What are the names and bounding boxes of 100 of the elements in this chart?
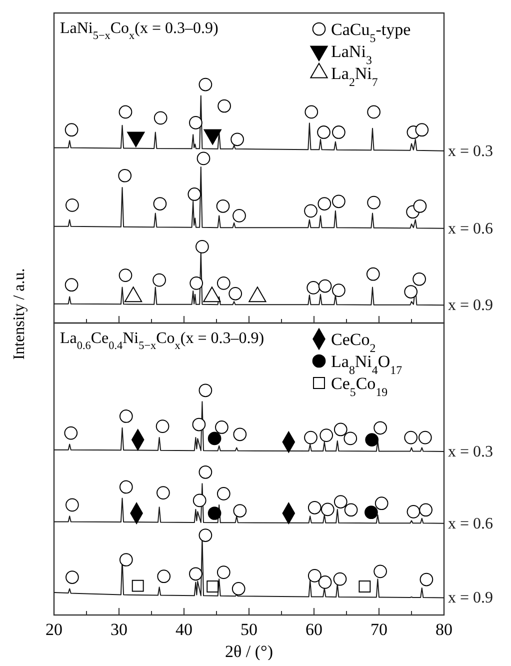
point xyxy=(64,278,78,292)
point xyxy=(404,285,418,298)
point xyxy=(119,410,133,423)
point xyxy=(333,572,347,586)
point xyxy=(233,504,247,518)
point xyxy=(196,152,210,166)
point xyxy=(206,580,219,592)
point xyxy=(153,197,167,210)
point xyxy=(157,570,171,584)
point xyxy=(364,506,378,520)
point xyxy=(216,199,230,213)
series-label: x = 0.3 xyxy=(448,142,494,160)
point xyxy=(233,428,247,442)
point xyxy=(152,273,166,287)
point xyxy=(132,580,144,592)
point xyxy=(332,194,346,208)
point xyxy=(216,276,230,290)
point xyxy=(198,465,212,479)
point xyxy=(118,268,132,282)
point xyxy=(198,384,212,398)
point xyxy=(344,503,358,517)
point xyxy=(344,432,358,446)
legend-label: LaNi$_{3}$ xyxy=(331,42,372,67)
point xyxy=(320,502,334,516)
x-tick-label: 40 xyxy=(176,620,192,639)
legend-label: La$_{8}$Ni$_{4}$O$_{17}$ xyxy=(331,352,402,377)
chart-title: La$_{0.6}$Ce$_{0.4}$Ni$_{5−x}$Co$_{x}$(x = 0.3–0.9) xyxy=(60,330,264,352)
point xyxy=(208,432,222,446)
point xyxy=(188,188,202,201)
point xyxy=(320,428,334,442)
point xyxy=(232,582,246,596)
point xyxy=(232,209,246,222)
point xyxy=(64,426,78,440)
series-label: x = 0.3 xyxy=(448,443,494,460)
point xyxy=(66,198,79,212)
point xyxy=(156,420,170,433)
x-tick-label: 80 xyxy=(436,620,452,639)
point xyxy=(374,496,388,510)
point xyxy=(118,105,132,119)
point xyxy=(374,564,387,578)
x-tick-label: 30 xyxy=(110,620,128,639)
point xyxy=(318,279,332,293)
x-tick-label: 50 xyxy=(240,620,258,639)
point xyxy=(216,487,230,500)
point xyxy=(420,572,434,586)
legend-label: Ce$_{5}$Co$_{19}$ xyxy=(331,374,388,399)
point xyxy=(365,433,379,446)
point xyxy=(198,528,212,542)
point xyxy=(334,495,348,508)
point xyxy=(64,123,78,137)
point xyxy=(318,576,332,589)
point xyxy=(156,486,170,500)
point xyxy=(412,272,426,286)
point xyxy=(366,267,380,281)
point xyxy=(332,126,346,139)
point xyxy=(119,480,133,494)
series-label: x = 0.6 xyxy=(448,515,494,532)
point xyxy=(66,498,79,512)
series-label: x = 0.6 xyxy=(448,220,494,238)
point xyxy=(192,494,206,508)
point xyxy=(304,430,318,444)
point xyxy=(192,418,206,432)
point xyxy=(304,105,318,119)
point xyxy=(413,199,427,213)
point xyxy=(66,570,79,584)
point xyxy=(230,132,244,146)
x-tick-label: 20 xyxy=(46,620,62,639)
chart-title: LaNi$_{5−x}$Co$_{x}$(x = 0.3–0.9) xyxy=(60,20,218,42)
point xyxy=(189,567,202,581)
point xyxy=(215,420,228,434)
y-axis-title: Intensity / a.u. xyxy=(11,268,28,360)
point xyxy=(198,78,212,92)
point xyxy=(196,240,209,254)
series-label: x = 0.9 xyxy=(448,590,494,607)
point xyxy=(119,553,133,566)
point xyxy=(406,505,420,518)
point xyxy=(306,281,320,294)
point xyxy=(218,99,231,113)
point xyxy=(304,204,318,218)
point xyxy=(154,111,168,125)
point xyxy=(208,506,222,520)
point xyxy=(404,430,418,444)
point xyxy=(118,168,132,182)
point xyxy=(308,500,322,514)
point xyxy=(216,566,230,579)
x-tick-label: 70 xyxy=(370,620,388,639)
point xyxy=(374,421,387,435)
x-tick-label: 60 xyxy=(306,620,322,639)
point xyxy=(419,503,432,517)
point xyxy=(358,580,371,592)
point xyxy=(367,196,380,210)
legend-label: CaCu$_{5}$-type xyxy=(331,20,411,45)
point xyxy=(318,197,332,210)
legend-label: La$_{2}$Ni$_{7}$ xyxy=(331,64,378,89)
point xyxy=(367,105,380,119)
point xyxy=(415,123,429,137)
point xyxy=(317,126,330,139)
series-label: x = 0.9 xyxy=(448,297,494,314)
point xyxy=(308,569,322,582)
point xyxy=(418,430,432,444)
